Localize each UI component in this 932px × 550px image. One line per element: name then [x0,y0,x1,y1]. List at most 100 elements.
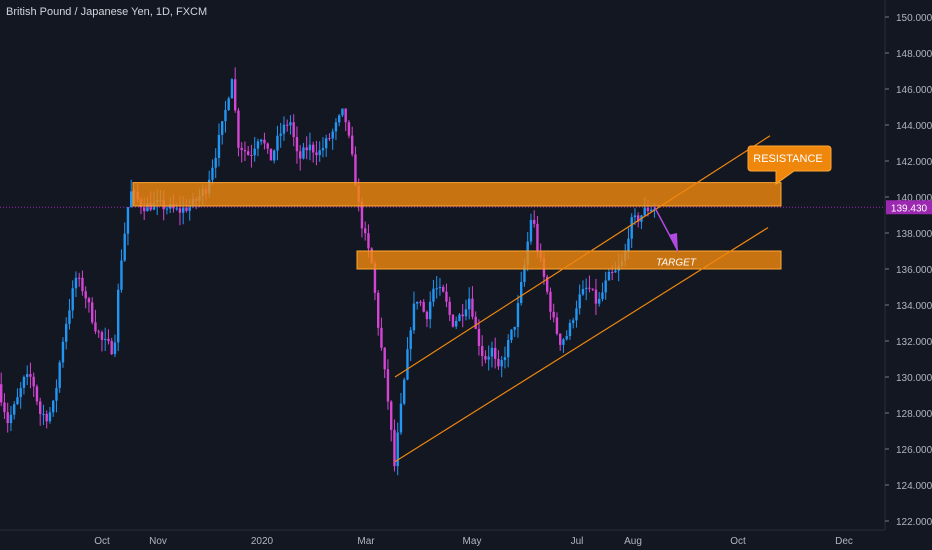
candle-body[interactable] [461,314,464,317]
candle-body[interactable] [9,414,13,424]
candle-body[interactable] [289,122,292,126]
candle-body[interactable] [555,317,559,334]
candle-body[interactable] [435,288,438,290]
candle-body[interactable] [104,338,107,340]
candle-body[interactable] [468,298,471,310]
last-price-tag[interactable] [886,200,932,215]
candle-body[interactable] [299,151,302,159]
candle-body[interactable] [100,332,104,340]
candle-body[interactable] [250,154,253,156]
candle-body[interactable] [497,358,500,367]
candle-body[interactable] [344,108,347,123]
candle-body[interactable] [263,139,266,144]
candle-body[interactable] [71,288,74,311]
candle-body[interactable] [351,135,354,155]
candle-body[interactable] [295,137,299,152]
candle-body[interactable] [546,276,549,292]
candle-body[interactable] [585,287,588,289]
candle-body[interactable] [130,191,133,208]
candle-body[interactable] [406,349,409,380]
candle-body[interactable] [507,340,510,358]
candle-body[interactable] [445,291,448,302]
candle-body[interactable] [35,386,39,402]
candle-body[interactable] [559,333,562,345]
candle-body[interactable] [185,207,188,211]
candle-body[interactable] [360,201,364,229]
candle-body[interactable] [347,122,351,136]
candle-body[interactable] [29,374,32,377]
candle-body[interactable] [373,263,377,293]
candle-body[interactable] [19,387,22,398]
candle-body[interactable] [419,301,422,303]
candle-body[interactable] [331,131,334,139]
candle-body[interactable] [308,144,312,151]
candle-body[interactable] [243,149,247,152]
candle-body[interactable] [422,302,425,312]
candle-body[interactable] [217,134,221,158]
candle-body[interactable] [367,233,370,249]
candle-body[interactable] [386,369,390,402]
candle-body[interactable] [282,124,286,134]
candle-body[interactable] [455,320,458,327]
candle-body[interactable] [523,264,526,282]
candle-body[interactable] [237,110,240,148]
candle-body[interactable] [409,330,412,350]
candle-body[interactable] [451,314,455,327]
candle-body[interactable] [266,143,269,149]
candle-body[interactable] [529,219,533,242]
candle-body[interactable] [380,327,383,348]
candle-body[interactable] [3,402,6,413]
candle-body[interactable] [614,270,617,273]
candle-body[interactable] [188,205,191,211]
candle-body[interactable] [123,233,126,261]
candle-body[interactable] [471,298,474,317]
candle-body[interactable] [234,79,237,111]
candle-body[interactable] [390,401,393,430]
candle-body[interactable] [354,154,357,186]
candle-body[interactable] [74,277,78,289]
candle-body[interactable] [269,148,273,161]
candle-body[interactable] [321,148,325,151]
candle-body[interactable] [520,281,523,304]
candle-body[interactable] [48,412,52,422]
candle-body[interactable] [448,301,451,315]
candle-body[interactable] [0,384,3,403]
candle-body[interactable] [591,288,594,290]
candle-body[interactable] [484,356,487,360]
candle-body[interactable] [120,260,123,290]
candle-body[interactable] [429,301,432,320]
candle-body[interactable] [393,429,396,467]
candle-body[interactable] [175,208,178,210]
candle-body[interactable] [45,413,48,422]
candle-body[interactable] [399,403,403,433]
candle-body[interactable] [536,223,539,251]
channel-upper-line[interactable] [394,135,771,378]
candle-body[interactable] [338,115,341,123]
candle-body[interactable] [68,310,71,324]
candle-body[interactable] [458,314,461,321]
channel-lower-line[interactable] [394,227,769,463]
candle-body[interactable] [477,328,481,347]
candle-body[interactable] [643,207,646,216]
candle-body[interactable] [318,150,321,156]
candle-body[interactable] [604,280,607,293]
candle-body[interactable] [13,404,16,415]
candle-body[interactable] [578,294,581,309]
candle-body[interactable] [61,341,65,363]
candle-body[interactable] [58,362,61,388]
candle-body[interactable] [637,215,640,222]
candle-body[interactable] [516,303,520,327]
candle-body[interactable] [182,207,185,213]
candle-body[interactable] [107,338,110,342]
candle-body[interactable] [6,412,9,424]
candle-body[interactable] [42,413,45,415]
candle-body[interactable] [16,397,19,405]
candle-body[interactable] [78,277,81,279]
candle-body[interactable] [55,387,58,401]
candle-body[interactable] [500,360,503,367]
candle-body[interactable] [481,346,484,357]
candle-body[interactable] [325,138,328,149]
candle-body[interactable] [113,342,117,355]
candle-body[interactable] [490,347,494,357]
candle-body[interactable] [611,271,614,273]
